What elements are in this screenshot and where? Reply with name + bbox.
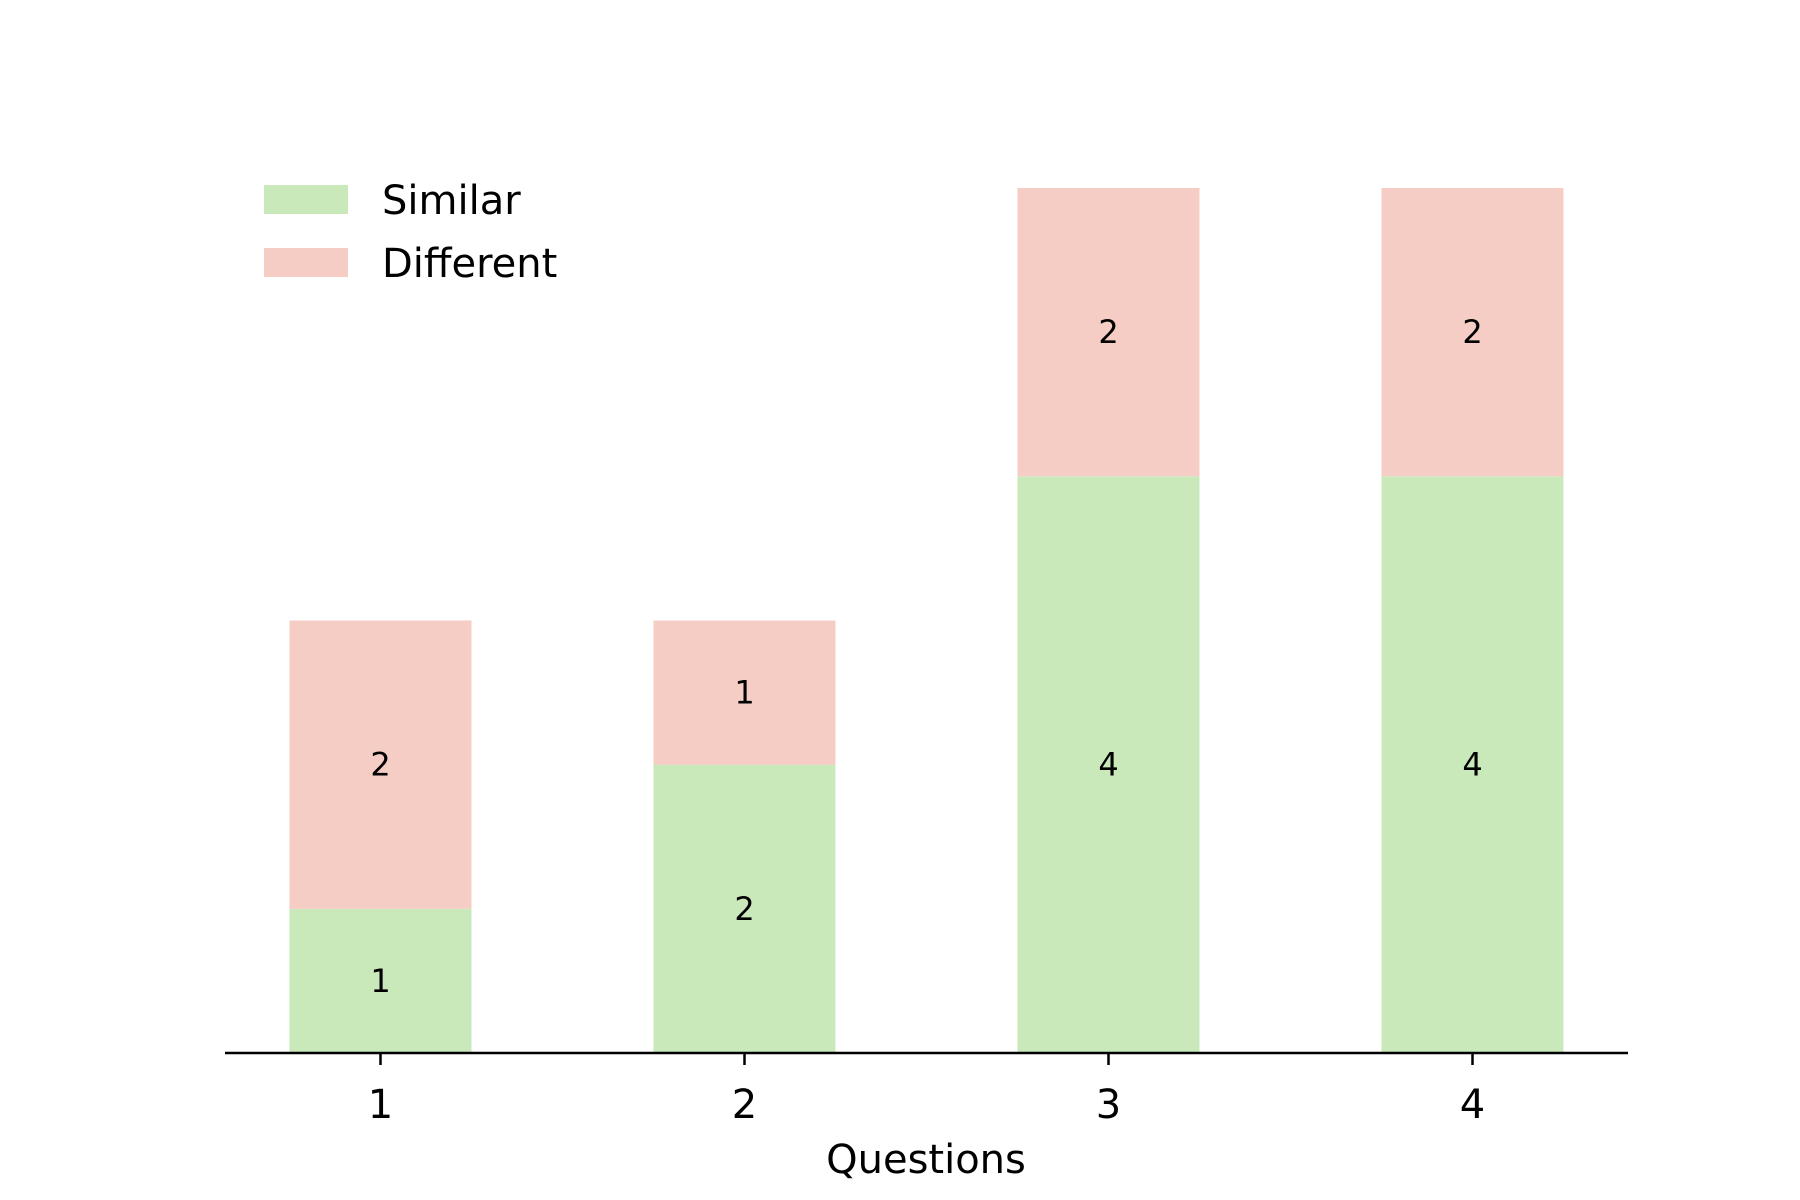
x-ticks-layer: 1 2 3 4 — [368, 1053, 1485, 1128]
legend-swatch-different — [264, 248, 348, 277]
x-tick-label-4: 4 — [1460, 1082, 1485, 1128]
bar-similar-q1 — [289, 908, 472, 1053]
x-axis-title: Questions — [826, 1137, 1026, 1183]
legend-label-similar: Similar — [382, 178, 521, 224]
data-label-similar-q4: 4 — [1462, 746, 1482, 784]
bar-similar-q4 — [1381, 476, 1564, 1053]
data-label-different-q3: 2 — [1098, 313, 1118, 351]
data-label-similar-q3: 4 — [1098, 746, 1118, 784]
data-label-similar-q1: 1 — [370, 962, 390, 1000]
x-tick-label-3: 3 — [1096, 1082, 1121, 1128]
bar-similar-q2 — [653, 764, 836, 1053]
bar-different-q4 — [1381, 188, 1564, 477]
bar-similar-q3 — [1017, 476, 1200, 1053]
legend-swatch-similar — [264, 185, 348, 214]
data-labels-layer: 1 2 2 1 4 2 4 2 — [370, 313, 1482, 1000]
legend-label-different: Different — [382, 241, 557, 287]
bars-layer — [289, 188, 1564, 1053]
legend: Similar Different — [264, 178, 557, 287]
data-label-different-q4: 2 — [1462, 313, 1482, 351]
x-tick-label-1: 1 — [368, 1082, 393, 1128]
bar-different-q2 — [653, 620, 836, 765]
bar-different-q3 — [1017, 188, 1200, 477]
data-label-similar-q2: 2 — [734, 890, 754, 928]
data-label-different-q1: 2 — [370, 746, 390, 784]
bar-different-q1 — [289, 620, 472, 909]
x-tick-label-2: 2 — [732, 1082, 757, 1128]
data-label-different-q2: 1 — [734, 674, 754, 712]
